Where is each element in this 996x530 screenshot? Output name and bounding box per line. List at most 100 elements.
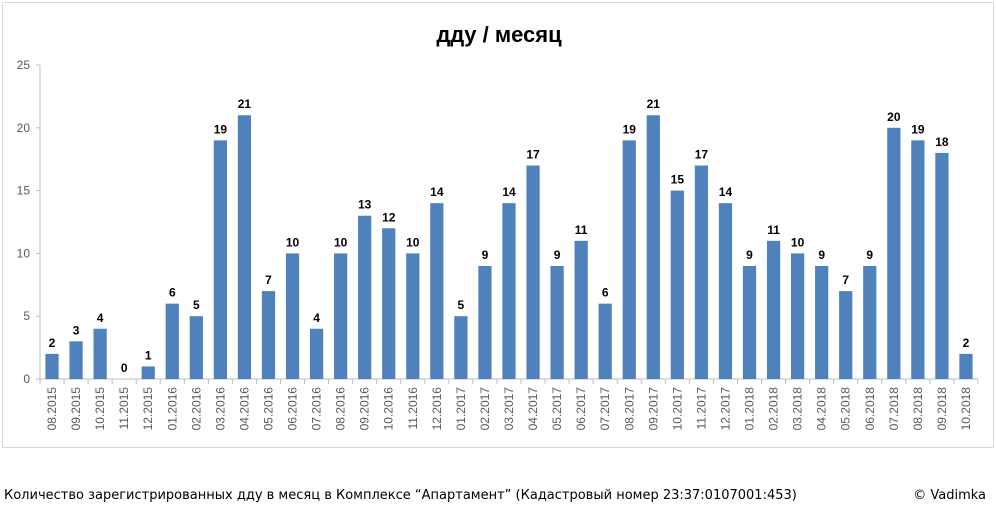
caption-text: Количество зарегистрированных дду в меся… (4, 488, 797, 503)
data-label: 4 (97, 311, 104, 325)
x-tick-label: 08.2017 (622, 387, 636, 431)
data-label: 10 (406, 235, 420, 249)
data-label: 18 (935, 135, 949, 149)
x-tick-label: 01.2016 (165, 387, 179, 431)
bar (526, 165, 540, 379)
x-tick-label: 05.2016 (261, 387, 275, 431)
x-tick-label: 12.2015 (141, 387, 155, 431)
data-label: 14 (430, 185, 444, 199)
data-label: 2 (963, 336, 970, 350)
x-tick-label: 05.2017 (550, 387, 564, 431)
x-tick-label: 01.2017 (454, 387, 468, 431)
bar (45, 353, 59, 379)
bar (550, 265, 564, 379)
bar (69, 341, 83, 379)
x-tick-label: 01.2018 (743, 387, 757, 431)
data-label: 3 (73, 323, 80, 337)
data-label: 6 (169, 286, 176, 300)
data-label: 14 (719, 185, 733, 199)
x-tick-label: 02.2018 (767, 387, 781, 431)
bar (959, 353, 973, 379)
x-tick-label: 07.2017 (598, 387, 612, 431)
x-tick-label: 10.2016 (382, 387, 396, 431)
bar (141, 366, 155, 379)
x-tick-label: 06.2016 (286, 387, 300, 431)
bar (718, 203, 733, 379)
bar (430, 203, 444, 379)
data-label: 21 (238, 97, 252, 111)
bar-chart: ддy / месяц0510152025208.2015309.2015410… (17, 22, 979, 431)
bar (189, 316, 203, 379)
bar (887, 127, 901, 379)
y-tick-label: 5 (23, 309, 30, 323)
x-tick-label: 11.2017 (694, 387, 708, 430)
x-tick-label: 03.2017 (502, 387, 516, 431)
y-tick-label: 0 (23, 372, 30, 386)
bar (382, 228, 396, 379)
data-label: 17 (695, 147, 709, 161)
bar (502, 203, 516, 379)
x-tick-label: 09.2017 (646, 387, 660, 431)
bar (911, 140, 925, 379)
data-label: 0 (121, 361, 128, 375)
data-label: 7 (842, 273, 849, 287)
bar (165, 303, 179, 379)
bar (406, 253, 420, 379)
data-label: 14 (502, 185, 516, 199)
bar (791, 253, 805, 379)
data-label: 15 (671, 173, 685, 187)
chart-title: ддy / месяц (436, 22, 562, 47)
data-label: 5 (193, 298, 200, 312)
bar (670, 190, 684, 379)
data-label: 13 (358, 198, 372, 212)
data-label: 4 (313, 311, 320, 325)
x-tick-label: 08.2015 (45, 387, 59, 431)
bar (646, 115, 660, 380)
bar (598, 303, 612, 379)
x-tick-label: 11.2015 (117, 387, 131, 430)
data-label: 1 (145, 348, 152, 362)
bar (766, 240, 781, 379)
bar (93, 328, 107, 379)
y-tick-label: 10 (17, 246, 31, 260)
bar (839, 291, 853, 379)
x-tick-label: 08.2016 (334, 387, 348, 431)
data-label: 9 (818, 248, 825, 262)
bar (309, 328, 324, 379)
data-label: 10 (791, 235, 805, 249)
bar (454, 316, 468, 379)
x-tick-label: 09.2018 (935, 387, 949, 431)
bar (478, 265, 492, 379)
caption-row: Количество зарегистрированных дду в меся… (4, 488, 986, 503)
data-label: 20 (887, 110, 901, 124)
data-label: 11 (767, 223, 780, 237)
x-tick-label: 04.2017 (526, 387, 540, 431)
x-tick-label: 05.2018 (839, 387, 853, 431)
x-tick-label: 03.2016 (213, 387, 227, 431)
y-tick-label: 25 (17, 58, 31, 72)
bar (863, 265, 877, 379)
data-label: 19 (623, 122, 637, 136)
data-label: 11 (575, 223, 588, 237)
bar (815, 265, 829, 379)
data-label: 6 (602, 286, 609, 300)
y-tick-label: 15 (17, 184, 31, 198)
data-label: 9 (482, 248, 489, 262)
x-tick-label: 12.2016 (430, 387, 444, 431)
data-label: 9 (746, 248, 753, 262)
x-tick-label: 07.2018 (887, 387, 901, 431)
x-tick-label: 06.2018 (863, 387, 877, 431)
data-label: 9 (866, 248, 873, 262)
x-tick-label: 06.2017 (574, 387, 588, 431)
data-label: 9 (554, 248, 561, 262)
x-tick-label: 07.2016 (310, 387, 324, 431)
x-tick-label: 10.2015 (93, 387, 107, 431)
data-label: 7 (265, 273, 272, 287)
x-tick-label: 02.2016 (189, 387, 203, 431)
credit-text: © Vadimka (913, 488, 986, 503)
x-tick-label: 10.2017 (670, 387, 684, 431)
x-tick-label: 08.2018 (911, 387, 925, 431)
bar (334, 253, 348, 379)
x-tick-label: 04.2016 (237, 387, 251, 431)
data-label: 21 (647, 97, 661, 111)
